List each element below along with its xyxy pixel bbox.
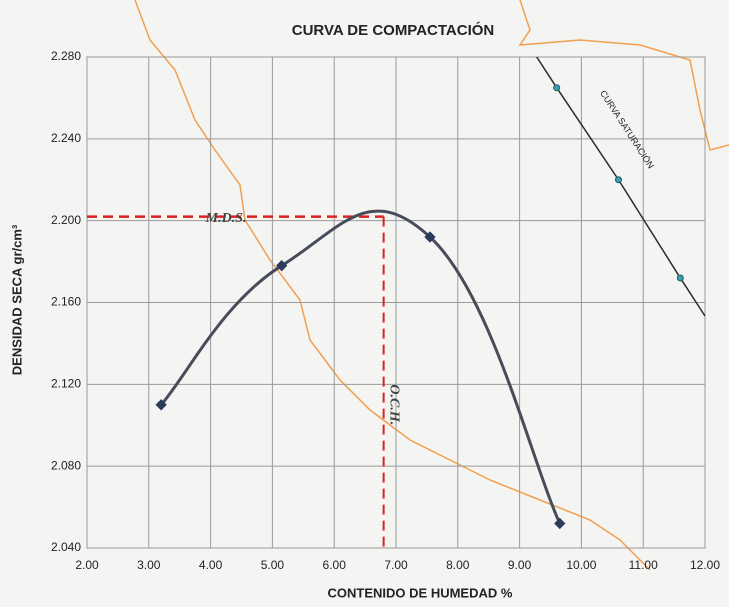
x-axis-label: CONTENIDO DE HUMEDAD % (328, 585, 513, 600)
series-line (160, 209, 562, 525)
x-tick-label: 11.00 (629, 558, 658, 572)
y-axis-label: DENSIDAD SECA gr/cm³ (9, 224, 24, 375)
x-tick-label: 12.00 (690, 558, 720, 572)
chart-title: CURVA DE COMPACTACIÓN (292, 21, 495, 39)
saturation-extension (679, 277, 706, 317)
y-tick-label: 2.040 (51, 540, 81, 554)
och-label: O.C.H. (386, 384, 401, 425)
background-map (134, 0, 729, 571)
x-tick-label: 6.00 (323, 558, 347, 572)
y-tick-label: 2.080 (51, 458, 81, 472)
data-point (554, 517, 566, 530)
saturation-extension (536, 56, 558, 89)
y-tick-label: 2.160 (51, 295, 81, 309)
y-tick-label: 2.240 (51, 131, 81, 145)
x-tick-label: 10.00 (566, 558, 596, 572)
y-tick-label: 2.120 (51, 377, 81, 391)
x-tick-label: 3.00 (137, 558, 161, 572)
data-point (614, 176, 622, 184)
x-tick-label: 4.00 (199, 558, 223, 572)
x-tick-label: 5.00 (261, 558, 285, 572)
x-tick-label: 8.00 (446, 558, 470, 572)
data-point (424, 231, 436, 243)
data-point (553, 84, 561, 92)
y-tick-label: 2.200 (51, 213, 81, 227)
data-point (276, 260, 288, 272)
x-tick-label: 2.00 (75, 558, 99, 572)
x-tick-label: 9.00 (508, 558, 532, 572)
x-tick-label: 7.00 (384, 558, 408, 572)
y-tick-label: 2.280 (51, 49, 81, 63)
data-point (676, 274, 684, 282)
data-point (155, 399, 167, 411)
mds-label: M.D.S. (205, 211, 247, 226)
